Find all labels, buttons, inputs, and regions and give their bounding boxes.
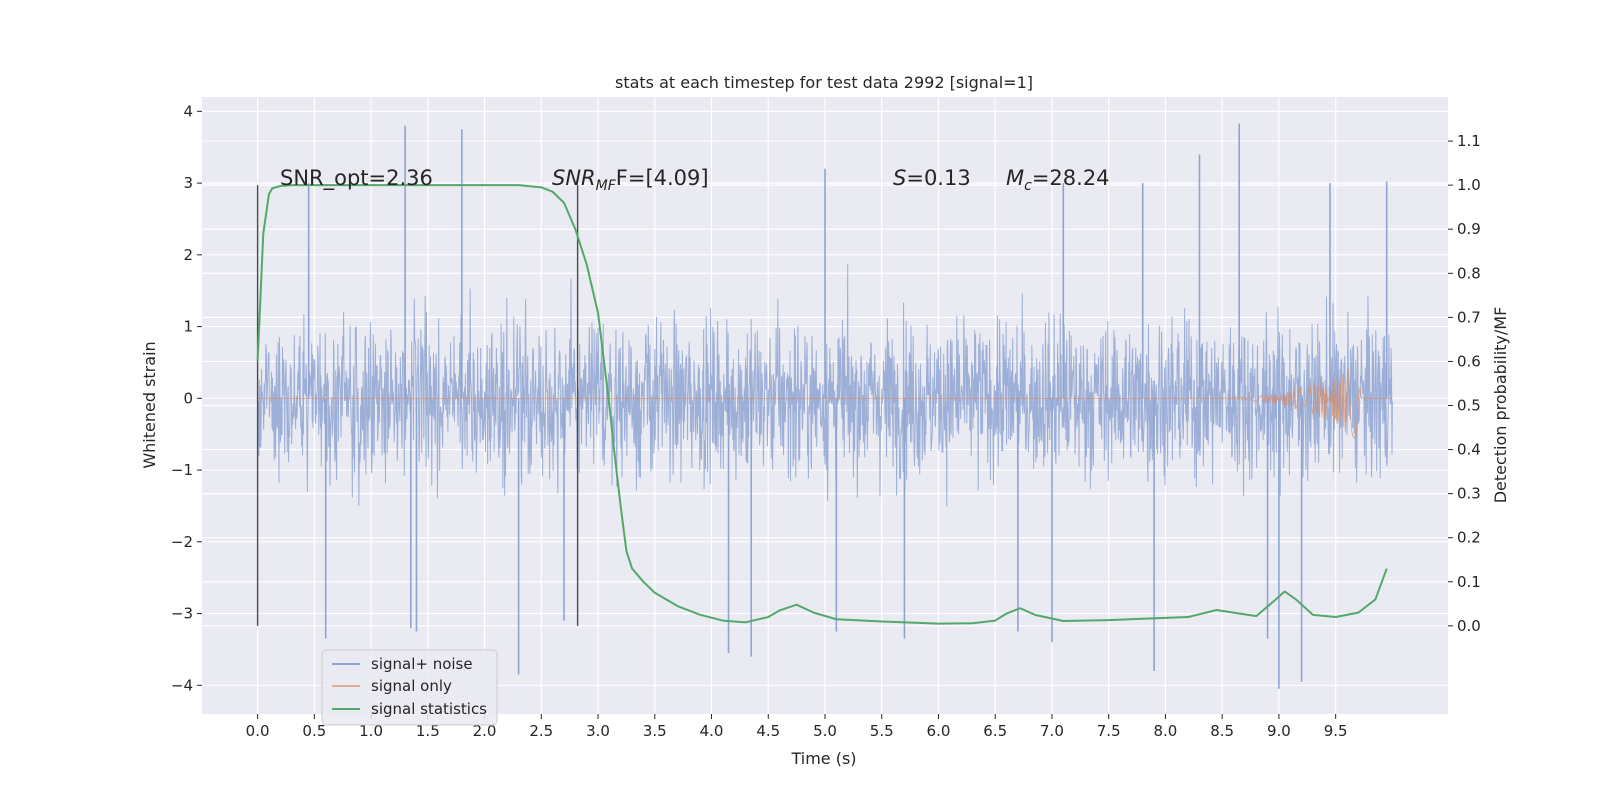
y-left-tick-label-8: 4 xyxy=(183,102,193,120)
y-left-axis-label: Whitened strain xyxy=(140,341,159,468)
x-tick-label-8: 4.0 xyxy=(700,722,724,740)
annotation-s-value: =0.13 xyxy=(906,166,970,190)
x-tick-label-19: 9.5 xyxy=(1324,722,1348,740)
legend-entry-signal-only: signal only xyxy=(371,677,452,695)
vertical-markers xyxy=(256,185,579,626)
x-tick-label-17: 8.5 xyxy=(1210,722,1234,740)
y-right-tick-label-11: 1.1 xyxy=(1457,132,1481,150)
noise-trace xyxy=(257,264,1393,507)
x-tick-label-14: 7.0 xyxy=(1040,722,1064,740)
series-signal-statistics xyxy=(256,184,1388,625)
x-tick-label-15: 7.5 xyxy=(1097,722,1121,740)
x-tick-label-6: 3.0 xyxy=(586,722,610,740)
legend: signal+ noise signal only signal statist… xyxy=(321,649,498,726)
series-signal-only xyxy=(256,368,1393,439)
y-right-tick-label-4: 0.4 xyxy=(1457,441,1481,459)
x-tick-label-9: 4.5 xyxy=(756,722,780,740)
x-tick-label-3: 1.5 xyxy=(416,722,440,740)
y-right-tick-label-10: 1.0 xyxy=(1457,176,1481,194)
y-right-tick-label-1: 0.1 xyxy=(1457,573,1481,591)
y-left-tick-label-5: 1 xyxy=(183,318,193,336)
annotation-mc-value: =28.24 xyxy=(1032,166,1110,190)
x-axis-ticks: 0.0 0.5 1.0 1.5 2.0 2.5 3.0 3.5 4.0 4.5 5.0 5.5 6.0 6… xyxy=(246,714,1348,740)
grid xyxy=(202,97,1448,714)
y-left-tick-label-7: 3 xyxy=(183,174,193,192)
annotation-snr-mf: SNRMFF=[4.09] xyxy=(552,166,709,194)
x-tick-label-2: 1.0 xyxy=(359,722,383,740)
x-tick-label-16: 8.0 xyxy=(1154,722,1178,740)
y-left-tick-label-3: −1 xyxy=(171,461,193,479)
y-right-tick-label-7: 0.7 xyxy=(1457,308,1481,326)
y-left-axis-ticks: −4 −3 −2 −1 0 1 2 3 4 xyxy=(171,102,202,694)
y-right-tick-label-0: 0.0 xyxy=(1457,617,1481,635)
y-right-tick-label-9: 0.9 xyxy=(1457,220,1481,238)
annotation-s: S=0.13 xyxy=(893,166,971,190)
x-tick-label-5: 2.5 xyxy=(529,722,553,740)
y-left-tick-label-4: 0 xyxy=(183,389,193,407)
x-tick-label-1: 0.5 xyxy=(302,722,326,740)
y-right-axis-label: Detection probability/MF xyxy=(1491,307,1510,504)
annotation-mc-sub: c xyxy=(1024,178,1032,194)
annotation-snr-mf-value: F=[4.09] xyxy=(616,166,709,190)
y-right-tick-label-6: 0.6 xyxy=(1457,352,1481,370)
x-tick-label-11: 5.5 xyxy=(870,722,894,740)
series-signal-plus-noise xyxy=(257,123,1393,689)
x-tick-label-4: 2.0 xyxy=(473,722,497,740)
x-tick-label-7: 3.5 xyxy=(643,722,667,740)
signal-statistics-line xyxy=(256,184,1388,625)
x-tick-label-10: 5.0 xyxy=(813,722,837,740)
y-right-tick-label-5: 0.5 xyxy=(1457,397,1481,415)
annotation-snr-opt: SNR_opt=2.36 xyxy=(280,166,433,191)
annotation-mc-base: M xyxy=(1006,166,1024,190)
legend-entry-signal-plus-noise: signal+ noise xyxy=(371,655,473,673)
y-left-tick-label-2: −2 xyxy=(171,533,193,551)
x-tick-label-0: 0.0 xyxy=(246,722,270,740)
annotation-snr-mf-base: SNR xyxy=(552,166,596,190)
legend-entry-signal-statistics: signal statistics xyxy=(371,700,487,718)
y-right-tick-label-2: 0.2 xyxy=(1457,529,1481,547)
y-left-tick-label-1: −3 xyxy=(171,605,193,623)
signal-only-trace xyxy=(256,368,1393,439)
y-right-axis-ticks: 0.0 0.1 0.2 0.3 0.4 0.5 0.6 0.7 0.8 0.9 1.0 1.1 xyxy=(1448,132,1481,635)
chart-title: stats at each timestep for test data 299… xyxy=(615,73,1033,92)
y-left-tick-label-6: 2 xyxy=(183,246,193,264)
annotation-snr-mf-sub: MF xyxy=(596,178,617,194)
y-left-tick-label-0: −4 xyxy=(171,676,193,694)
annotation-s-symbol: S xyxy=(893,166,906,190)
x-tick-label-13: 6.5 xyxy=(983,722,1007,740)
x-tick-label-12: 6.0 xyxy=(927,722,951,740)
x-axis-label: Time (s) xyxy=(790,749,856,768)
annotation-mc: Mc=28.24 xyxy=(1006,166,1110,194)
y-right-tick-label-3: 0.3 xyxy=(1457,485,1481,503)
legend-box xyxy=(321,649,498,726)
x-tick-label-18: 9.0 xyxy=(1267,722,1291,740)
y-right-tick-label-8: 0.8 xyxy=(1457,264,1481,282)
